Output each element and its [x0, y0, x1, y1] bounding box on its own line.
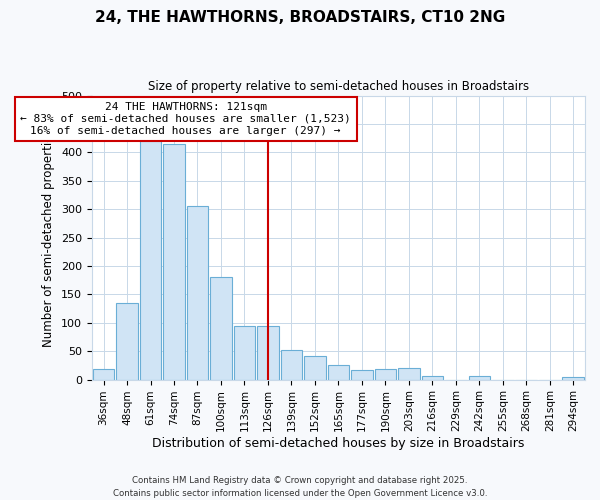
Bar: [422, 376, 443, 380]
X-axis label: Distribution of semi-detached houses by size in Broadstairs: Distribution of semi-detached houses by …: [152, 437, 524, 450]
Text: 24, THE HAWTHORNS, BROADSTAIRS, CT10 2NG: 24, THE HAWTHORNS, BROADSTAIRS, CT10 2NG: [95, 10, 505, 25]
Bar: [562, 378, 584, 380]
Y-axis label: Number of semi-detached properties: Number of semi-detached properties: [43, 128, 55, 347]
Bar: [328, 366, 349, 380]
Bar: [116, 303, 138, 380]
Bar: [140, 141, 161, 380]
Bar: [93, 370, 115, 380]
Bar: [374, 370, 396, 380]
Bar: [187, 206, 208, 380]
Bar: [304, 356, 326, 380]
Bar: [233, 326, 255, 380]
Text: Contains HM Land Registry data © Crown copyright and database right 2025.
Contai: Contains HM Land Registry data © Crown c…: [113, 476, 487, 498]
Bar: [257, 326, 279, 380]
Text: 24 THE HAWTHORNS: 121sqm
← 83% of semi-detached houses are smaller (1,523)
16% o: 24 THE HAWTHORNS: 121sqm ← 83% of semi-d…: [20, 102, 351, 136]
Bar: [398, 368, 419, 380]
Bar: [210, 278, 232, 380]
Bar: [469, 376, 490, 380]
Bar: [351, 370, 373, 380]
Bar: [163, 144, 185, 380]
Title: Size of property relative to semi-detached houses in Broadstairs: Size of property relative to semi-detach…: [148, 80, 529, 93]
Bar: [281, 350, 302, 380]
